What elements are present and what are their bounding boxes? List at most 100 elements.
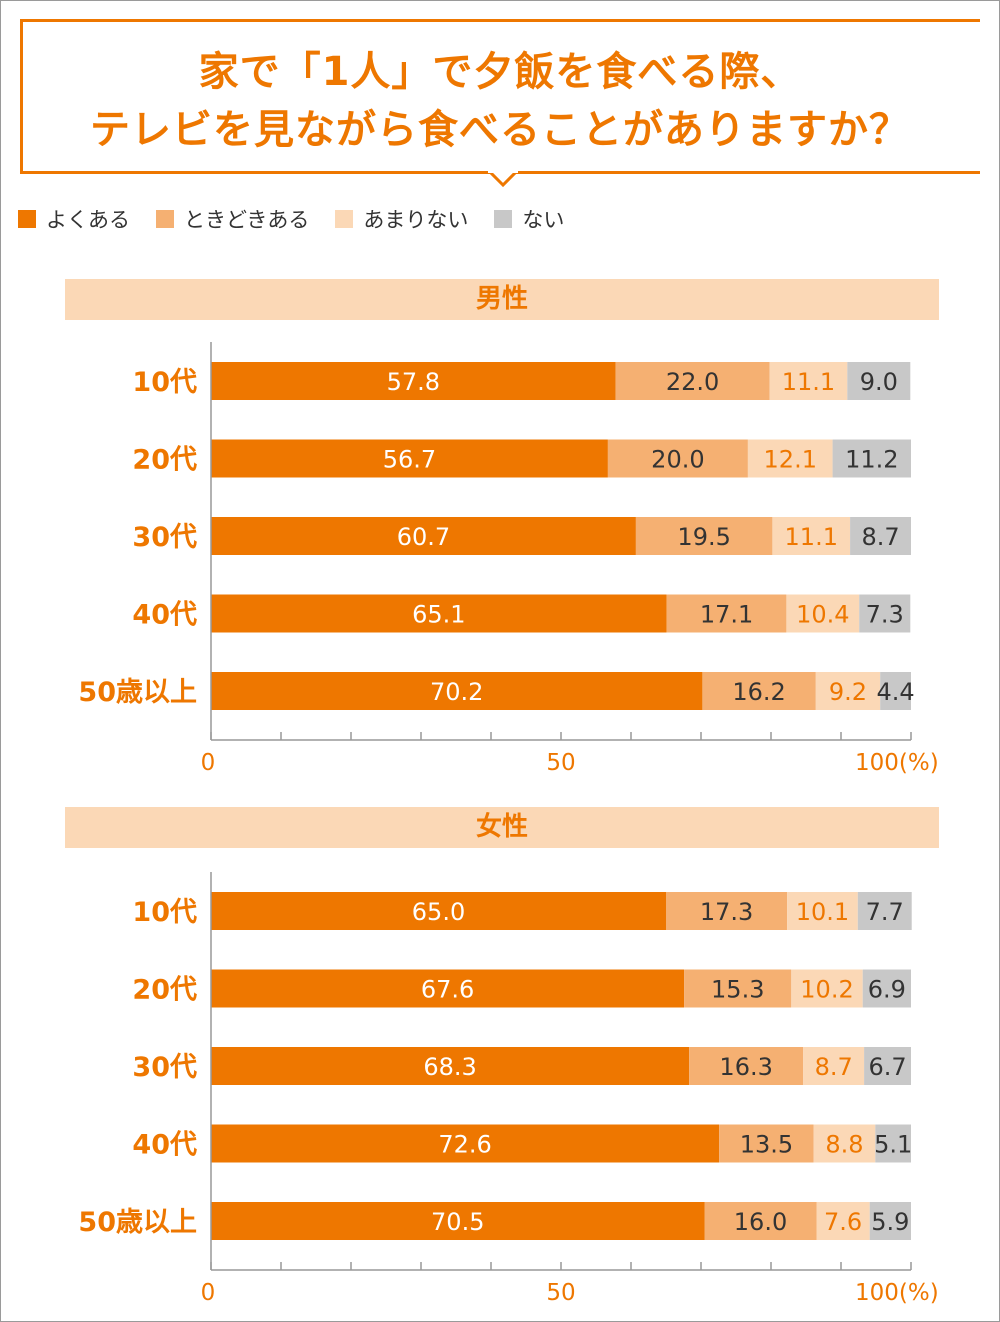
female-category-label: 30代 [132,1052,197,1083]
male-data-label: 17.1 [700,601,753,629]
female-data-label: 6.7 [868,1053,906,1081]
female-data-label: 67.6 [421,976,474,1004]
male-data-label: 8.7 [861,523,899,551]
female-bar-segment [857,892,912,930]
female-data-label: 7.7 [866,898,904,926]
female-data-label: 10.2 [800,976,853,1004]
female-bar-segment [791,969,863,1008]
female-data-label: 8.8 [825,1131,863,1159]
legend-label: よくある [46,208,130,232]
male-x-tick-label: 0 [201,750,216,776]
male-bar-segment [747,439,833,478]
female-bar-segment [864,1047,911,1085]
male-x-tick-label: 50 [546,750,575,776]
female-bar-segment [803,1047,865,1085]
female-data-label: 15.3 [711,976,764,1004]
female-category-label: 40代 [132,1130,197,1161]
female-category-label: 20代 [132,975,197,1006]
legend-swatch [335,210,354,228]
female-x-tick-label: 50 [546,1280,575,1306]
male-data-label: 7.3 [866,601,904,629]
female-data-label: 70.5 [431,1208,484,1236]
male-bar-segment [615,362,770,400]
male-data-label: 22.0 [666,368,719,396]
male-bar-segment [847,362,911,400]
panel-header-male: 男性 [65,279,939,320]
female-category-label: 50歳以上 [78,1207,197,1238]
female-data-label: 10.1 [796,898,849,926]
male-bar-segment [880,672,911,710]
male-bar-segment [832,439,911,478]
male-data-label: 70.2 [430,678,483,706]
male-bar-segment [211,362,616,400]
female-bar-segment [787,892,858,930]
female-data-label: 8.7 [815,1053,853,1081]
male-bar-segment [769,362,848,400]
male-data-label: 57.8 [387,368,440,396]
female-bar-segment [211,969,685,1008]
male-bar-segment [786,594,860,633]
male-x-tick-label: 100(%) [855,750,939,776]
male-bar-segment [211,672,703,710]
female-bar-segment [689,1047,804,1085]
title-pointer [488,170,518,188]
panel-header-female: 女性 [65,807,939,848]
female-data-label: 65.0 [412,898,465,926]
female-data-label: 6.9 [868,976,906,1004]
male-data-label: 65.1 [412,601,465,629]
chart-title-line-1: 家で「1人」で夕飯を食べる際、 [198,49,802,95]
legend-swatch [18,210,36,228]
legend-item-yokuaru: よくある [18,204,130,234]
male-data-label: 4.4 [877,678,915,706]
male-bar-segment [815,672,881,710]
male-bar-segment [635,517,773,555]
male-bar-segment [702,672,816,710]
male-data-label: 11.2 [845,446,898,474]
legend-label: ときどきある [184,208,310,232]
female-bar-segment [211,1202,705,1240]
legend-swatch [494,210,513,228]
male-bar-segment [211,517,636,555]
female-data-label: 72.6 [438,1131,491,1159]
female-bar-segment [869,1202,911,1240]
male-bar-segment [211,594,667,633]
male-category-label: 30代 [132,522,197,553]
chart-male: 10代 57.8 22.0 11.1 9.0 20代 56.7 20.0 12.1 11.2 30代… [78,342,939,776]
chart-female: 10代 65.0 17.3 10.1 7.7 20代 67.6 15.3 10.2 6.9 30代 6… [78,872,939,1306]
female-bar-segment [211,1047,690,1085]
male-category-label: 50歳以上 [78,677,197,708]
female-bar-segment [813,1124,876,1163]
legend-label: あまりない [363,208,469,232]
female-bar-segment [211,892,666,930]
female-data-label: 16.0 [734,1208,787,1236]
male-data-label: 11.1 [782,368,835,396]
female-data-label: 5.9 [871,1208,909,1236]
male-category-label: 40代 [132,600,197,631]
male-bar-segment [607,439,748,478]
legend-label: ない [522,208,565,232]
male-bar-segment [772,517,851,555]
female-data-label: 13.5 [740,1131,793,1159]
legend-item-amarinai: あまりない [335,204,468,234]
female-data-label: 7.6 [824,1208,862,1236]
female-bar-segment [875,1124,911,1163]
male-data-label: 60.7 [397,523,450,551]
female-x-tick-label: 0 [201,1280,216,1306]
male-data-label: 12.1 [764,446,817,474]
female-bar-segment [704,1202,817,1240]
male-category-label: 20代 [132,445,197,476]
male-bar-segment [850,517,911,555]
male-category-label: 10代 [132,367,197,398]
female-data-label: 5.1 [874,1131,912,1159]
legend-swatch [156,210,174,228]
male-data-label: 9.2 [829,678,867,706]
male-data-label: 10.4 [796,601,849,629]
female-data-label: 68.3 [423,1053,476,1081]
male-data-label: 16.2 [732,678,785,706]
legend-item-nai: ない [494,204,564,234]
female-bar-segment [666,892,788,930]
male-bar-segment [859,594,911,633]
female-bar-segment [816,1202,870,1240]
female-bar-segment [862,969,911,1008]
legend: よくある ときどきある あまりない ない [18,204,590,234]
